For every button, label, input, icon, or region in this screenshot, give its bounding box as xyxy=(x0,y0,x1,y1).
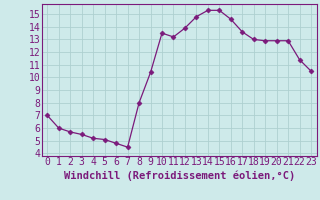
X-axis label: Windchill (Refroidissement éolien,°C): Windchill (Refroidissement éolien,°C) xyxy=(64,170,295,181)
